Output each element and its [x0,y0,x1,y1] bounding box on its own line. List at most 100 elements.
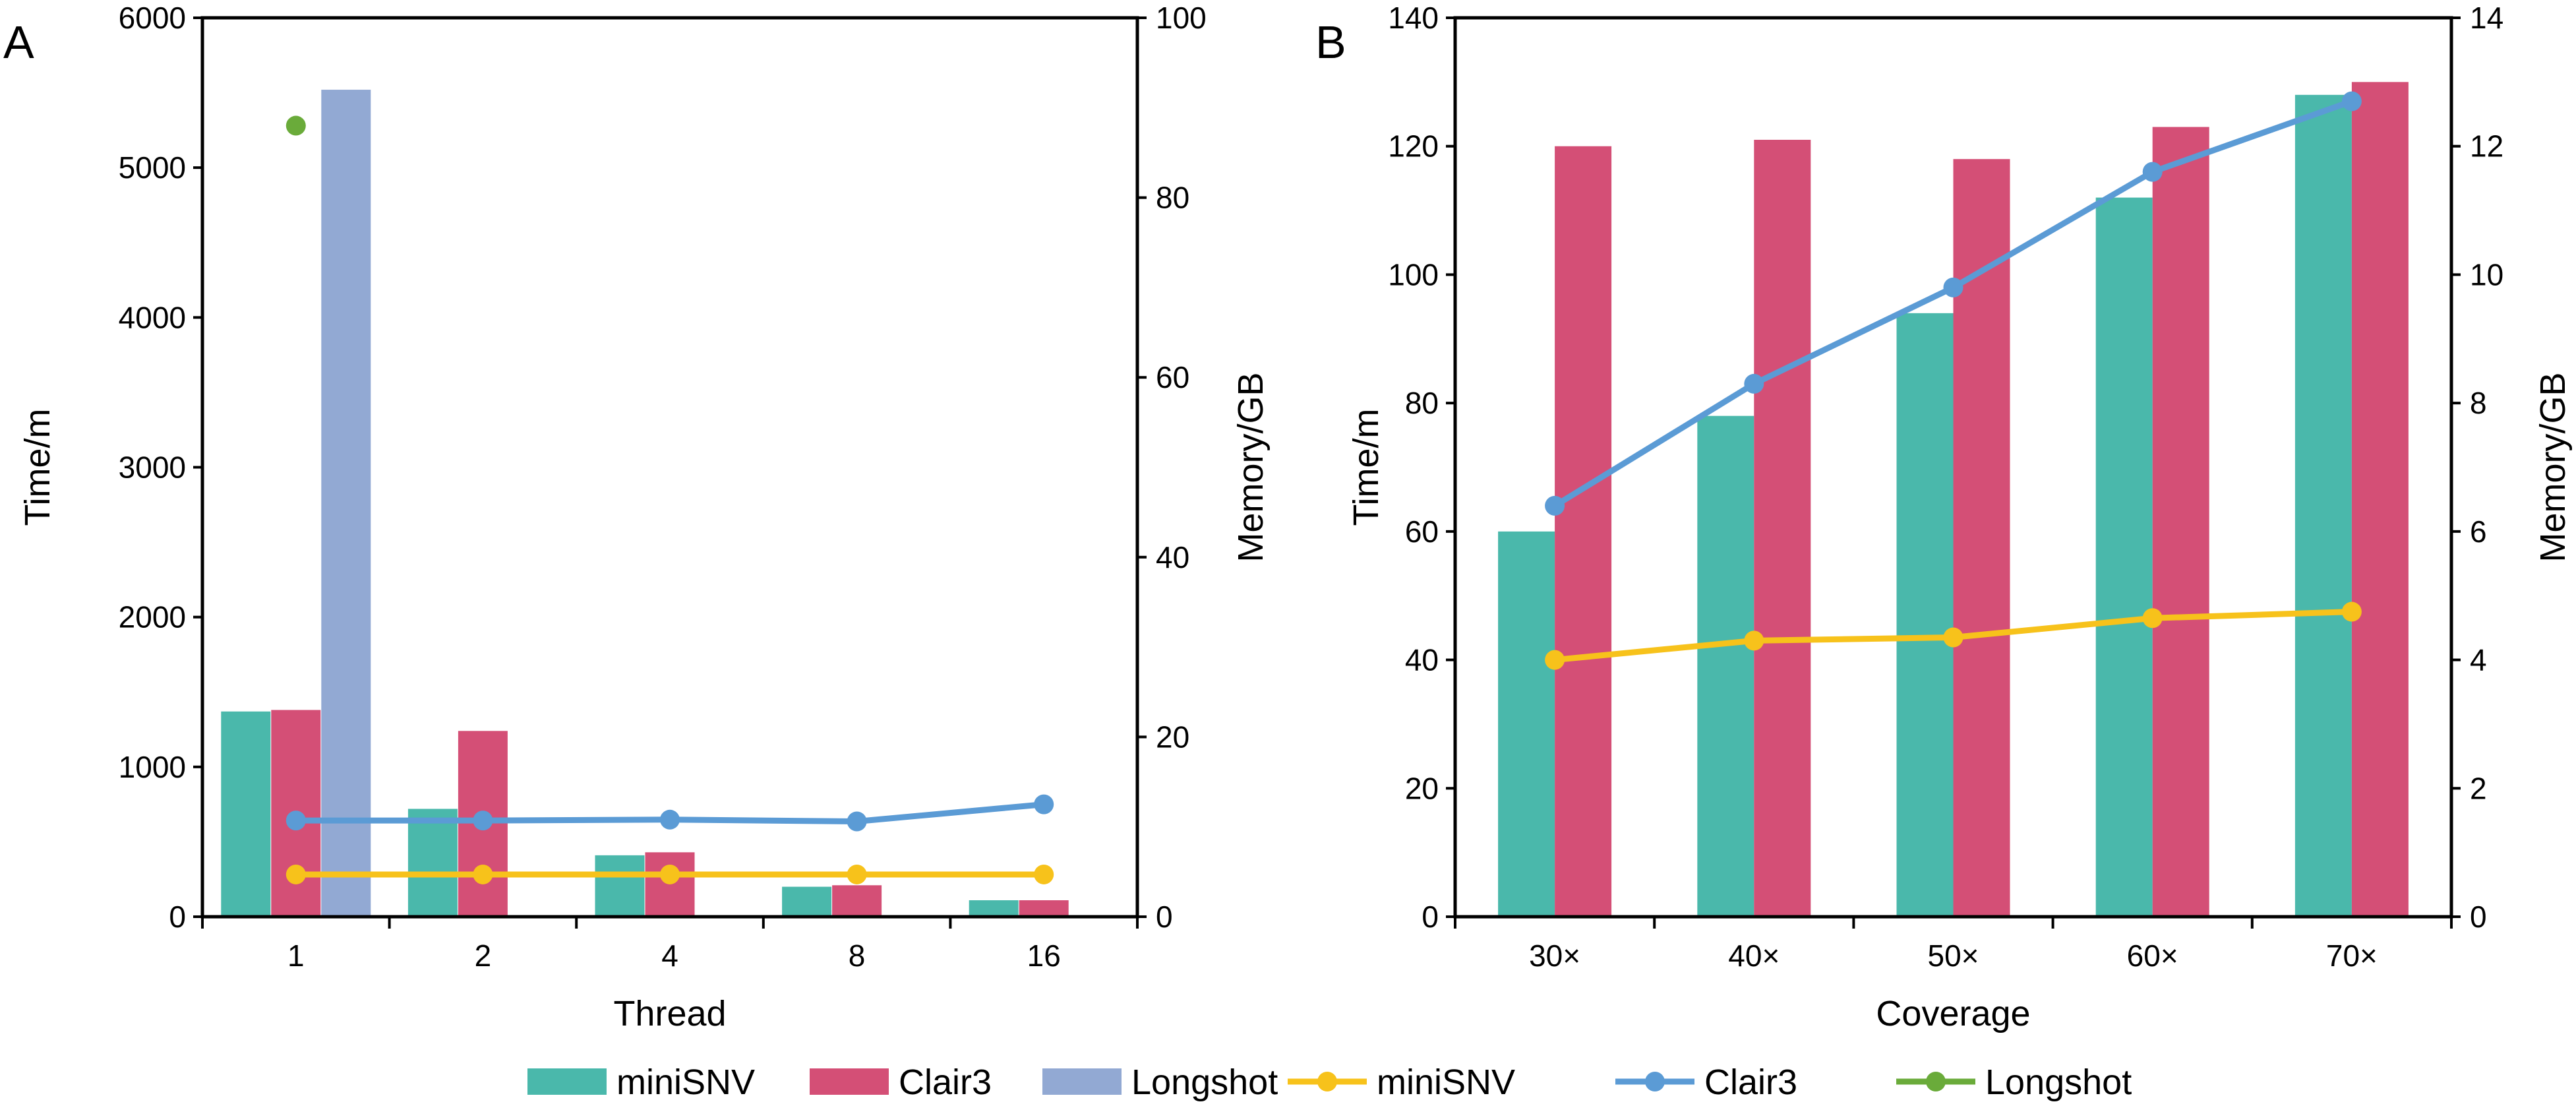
data-point [1034,794,1054,814]
x-tick-label: 2 [475,938,492,973]
y-tick-label: 4000 [119,300,186,334]
bar [2095,197,2153,917]
bar-series-group [221,90,1069,917]
legend-label: miniSNV [616,1062,755,1102]
line-series-group [285,115,1054,884]
bar [1697,415,1754,917]
y-tick-label: 140 [1388,1,1439,35]
y-tick-label: 2000 [119,600,186,634]
data-point [1943,277,1963,297]
data-point [285,811,306,831]
legend-bar-swatch [1042,1068,1122,1095]
x-axis-title: Coverage [1876,994,2030,1033]
y2-axis-title: Memory/GB [1231,372,1271,562]
legend-label: Clair3 [899,1062,992,1102]
x-tick-label: 30× [1529,938,1580,973]
legend-label: Longshot [1985,1062,2132,1102]
y2-tick-label: 2 [2470,771,2487,805]
legend-label: miniSNV [1377,1062,1515,1102]
line-series-group [1545,91,2362,670]
bar [1555,146,1612,917]
y-tick-label: 100 [1388,257,1439,292]
data-point [847,864,867,884]
y-tick-label: 3000 [119,450,186,485]
x-tick-label: 60× [2127,938,2178,973]
data-point [2341,601,2362,622]
x-axis-title: Thread [613,994,726,1033]
bar [1896,313,1954,917]
bar [645,852,695,917]
data-point [2142,162,2163,182]
y-tick-label: 0 [169,900,186,934]
y-tick-label: 20 [1405,771,1439,805]
legend-marker [1645,1072,1665,1091]
bar [407,809,458,917]
y2-tick-label: 100 [1156,1,1207,35]
y-tick-label: 80 [1405,386,1439,420]
bar [969,900,1019,917]
data-point [660,864,680,884]
x-tick-label: 16 [1027,938,1061,973]
y2-tick-label: 0 [1156,900,1173,934]
y2-tick-label: 8 [2470,386,2487,420]
x-tick-label: 50× [1927,938,1979,973]
data-point [1744,630,1764,651]
bar [1019,900,1069,917]
data-point [285,864,306,884]
y2-tick-label: 6 [2470,514,2487,549]
data-point [1545,650,1565,670]
bar [782,886,832,917]
legend-bar-swatch [810,1068,889,1095]
data-point [473,811,493,831]
data-point [1744,373,1764,394]
panel-a-chart: A 1 2 4 8 16 0 1000 2000 3000 4000 5000 6000 0 20 40 60 8… [3,1,1271,1033]
y2-tick-label: 14 [2470,1,2503,35]
y-axis-title: Time/m [18,409,57,526]
data-point [847,811,867,832]
y-tick-label: 120 [1388,129,1439,164]
y2-axis-title: Memory/GB [2533,372,2573,562]
legend-bar-swatch [527,1068,607,1095]
panel-letter: A [3,16,34,68]
legend-marker [1317,1072,1337,1091]
y2-tick-label: 12 [2470,129,2503,164]
legend-marker [1926,1072,1946,1091]
data-point [1545,495,1565,516]
bar [1754,139,1811,917]
y-tick-label: 6000 [119,1,186,35]
y-axis-title: Time/m [1346,409,1386,526]
x-tick-label: 70× [2326,938,2378,973]
panel-letter: B [1315,16,1346,68]
y2-tick-label: 20 [1156,720,1189,754]
y2-tick-label: 4 [2470,643,2487,677]
y2-tick-label: 40 [1156,540,1189,574]
data-point [2142,608,2163,629]
bar [1498,531,1555,917]
panel-b-chart: B 30× 40× 50× 60× 70× 0 20 40 60 80 100 120 140 0 2 4 6 8 1… [1315,1,2573,1033]
bar [321,90,371,917]
data-point [473,864,493,884]
data-point [1034,864,1054,884]
y2-tick-label: 10 [2470,257,2503,292]
x-tick-label: 1 [287,938,305,973]
x-tick-label: 4 [661,938,678,973]
legend-label: Clair3 [1704,1062,1797,1102]
data-point [1943,627,1963,648]
y2-tick-label: 80 [1156,181,1189,215]
bar [2152,127,2209,917]
bar [2294,94,2352,917]
y-tick-label: 1000 [119,750,186,784]
bar [221,711,271,917]
y-tick-label: 0 [1422,900,1439,934]
y-tick-label: 40 [1405,643,1439,677]
bar [595,855,645,917]
y2-tick-label: 60 [1156,360,1189,394]
bar-series-group [1498,82,2409,917]
legend-label: Longshot [1131,1062,1278,1102]
plot-frame [1453,16,2453,919]
legend: miniSNV Clair3 Longshot miniSNV Clair3 Longsh… [527,1062,2132,1102]
y-tick-label: 5000 [119,150,186,185]
bar [832,885,882,917]
bar [2351,82,2409,917]
